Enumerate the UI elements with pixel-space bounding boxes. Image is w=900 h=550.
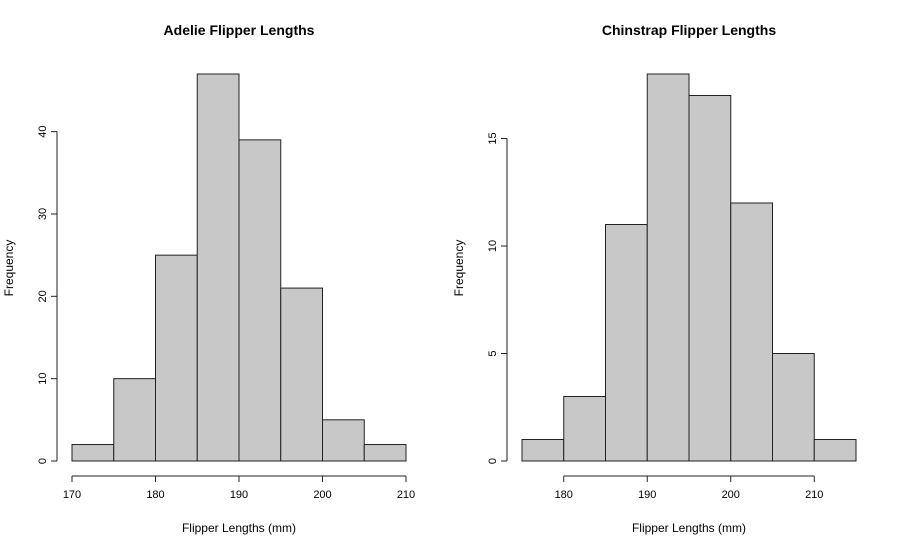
y-tick-label: 10	[487, 240, 499, 252]
histogram-bar	[646, 73, 690, 462]
histogram-bar	[521, 439, 565, 462]
y-tick-label: 0	[37, 458, 49, 464]
x-tick-label: 170	[63, 489, 81, 501]
histogram-bar	[155, 254, 198, 462]
x-axis-label: Flipper Lengths (mm)	[182, 521, 296, 535]
x-tick-label: 210	[805, 489, 823, 501]
histogram-bar	[363, 444, 407, 462]
y-axis: 0 5 10 15	[487, 132, 508, 464]
histogram-bar	[730, 202, 773, 462]
y-tick-label: 0	[487, 458, 499, 464]
x-axis: 180 190 200 210	[555, 475, 823, 501]
chart-title: Adelie Flipper Lengths	[164, 22, 315, 38]
chart-title: Chinstrap Flipper Lengths	[602, 22, 776, 38]
y-axis: 0 10 20 30 40	[37, 126, 58, 464]
x-tick-label: 210	[397, 489, 415, 501]
histogram-bar	[322, 419, 365, 462]
y-tick-label: 10	[37, 373, 49, 385]
y-tick-label: 15	[487, 132, 499, 144]
histogram-bar	[71, 444, 115, 462]
y-axis-label: Frequency	[452, 240, 466, 297]
y-tick-label: 5	[487, 350, 499, 356]
x-tick-label: 180	[146, 489, 164, 501]
y-tick-label: 30	[37, 208, 49, 220]
x-axis: 170 180 190 200 210	[63, 475, 415, 501]
y-axis-label: Frequency	[2, 240, 16, 297]
x-tick-label: 180	[555, 489, 573, 501]
histogram-bar	[563, 396, 606, 462]
histogram-bar	[113, 378, 156, 462]
histogram-bar	[280, 287, 323, 462]
histogram-bar	[605, 224, 648, 462]
x-tick-label: 200	[313, 489, 331, 501]
y-tick-label: 20	[37, 290, 49, 302]
histogram-bar	[238, 139, 282, 462]
x-tick-label: 190	[638, 489, 656, 501]
x-tick-label: 190	[230, 489, 248, 501]
adelie-histogram-panel: Adelie Flipper Lengths Flipper Lengths (…	[2, 22, 415, 535]
chinstrap-histogram-panel: Chinstrap Flipper Lengths Flipper Length…	[452, 22, 857, 535]
y-tick-label: 40	[37, 126, 49, 138]
histogram-bar	[688, 95, 732, 462]
histogram-bar	[813, 439, 857, 462]
histogram-bar	[196, 73, 240, 462]
x-tick-label: 200	[722, 489, 740, 501]
x-axis-label: Flipper Lengths (mm)	[632, 521, 746, 535]
bars-group	[71, 73, 407, 462]
bars-group	[521, 73, 857, 462]
histogram-bar	[772, 353, 815, 462]
